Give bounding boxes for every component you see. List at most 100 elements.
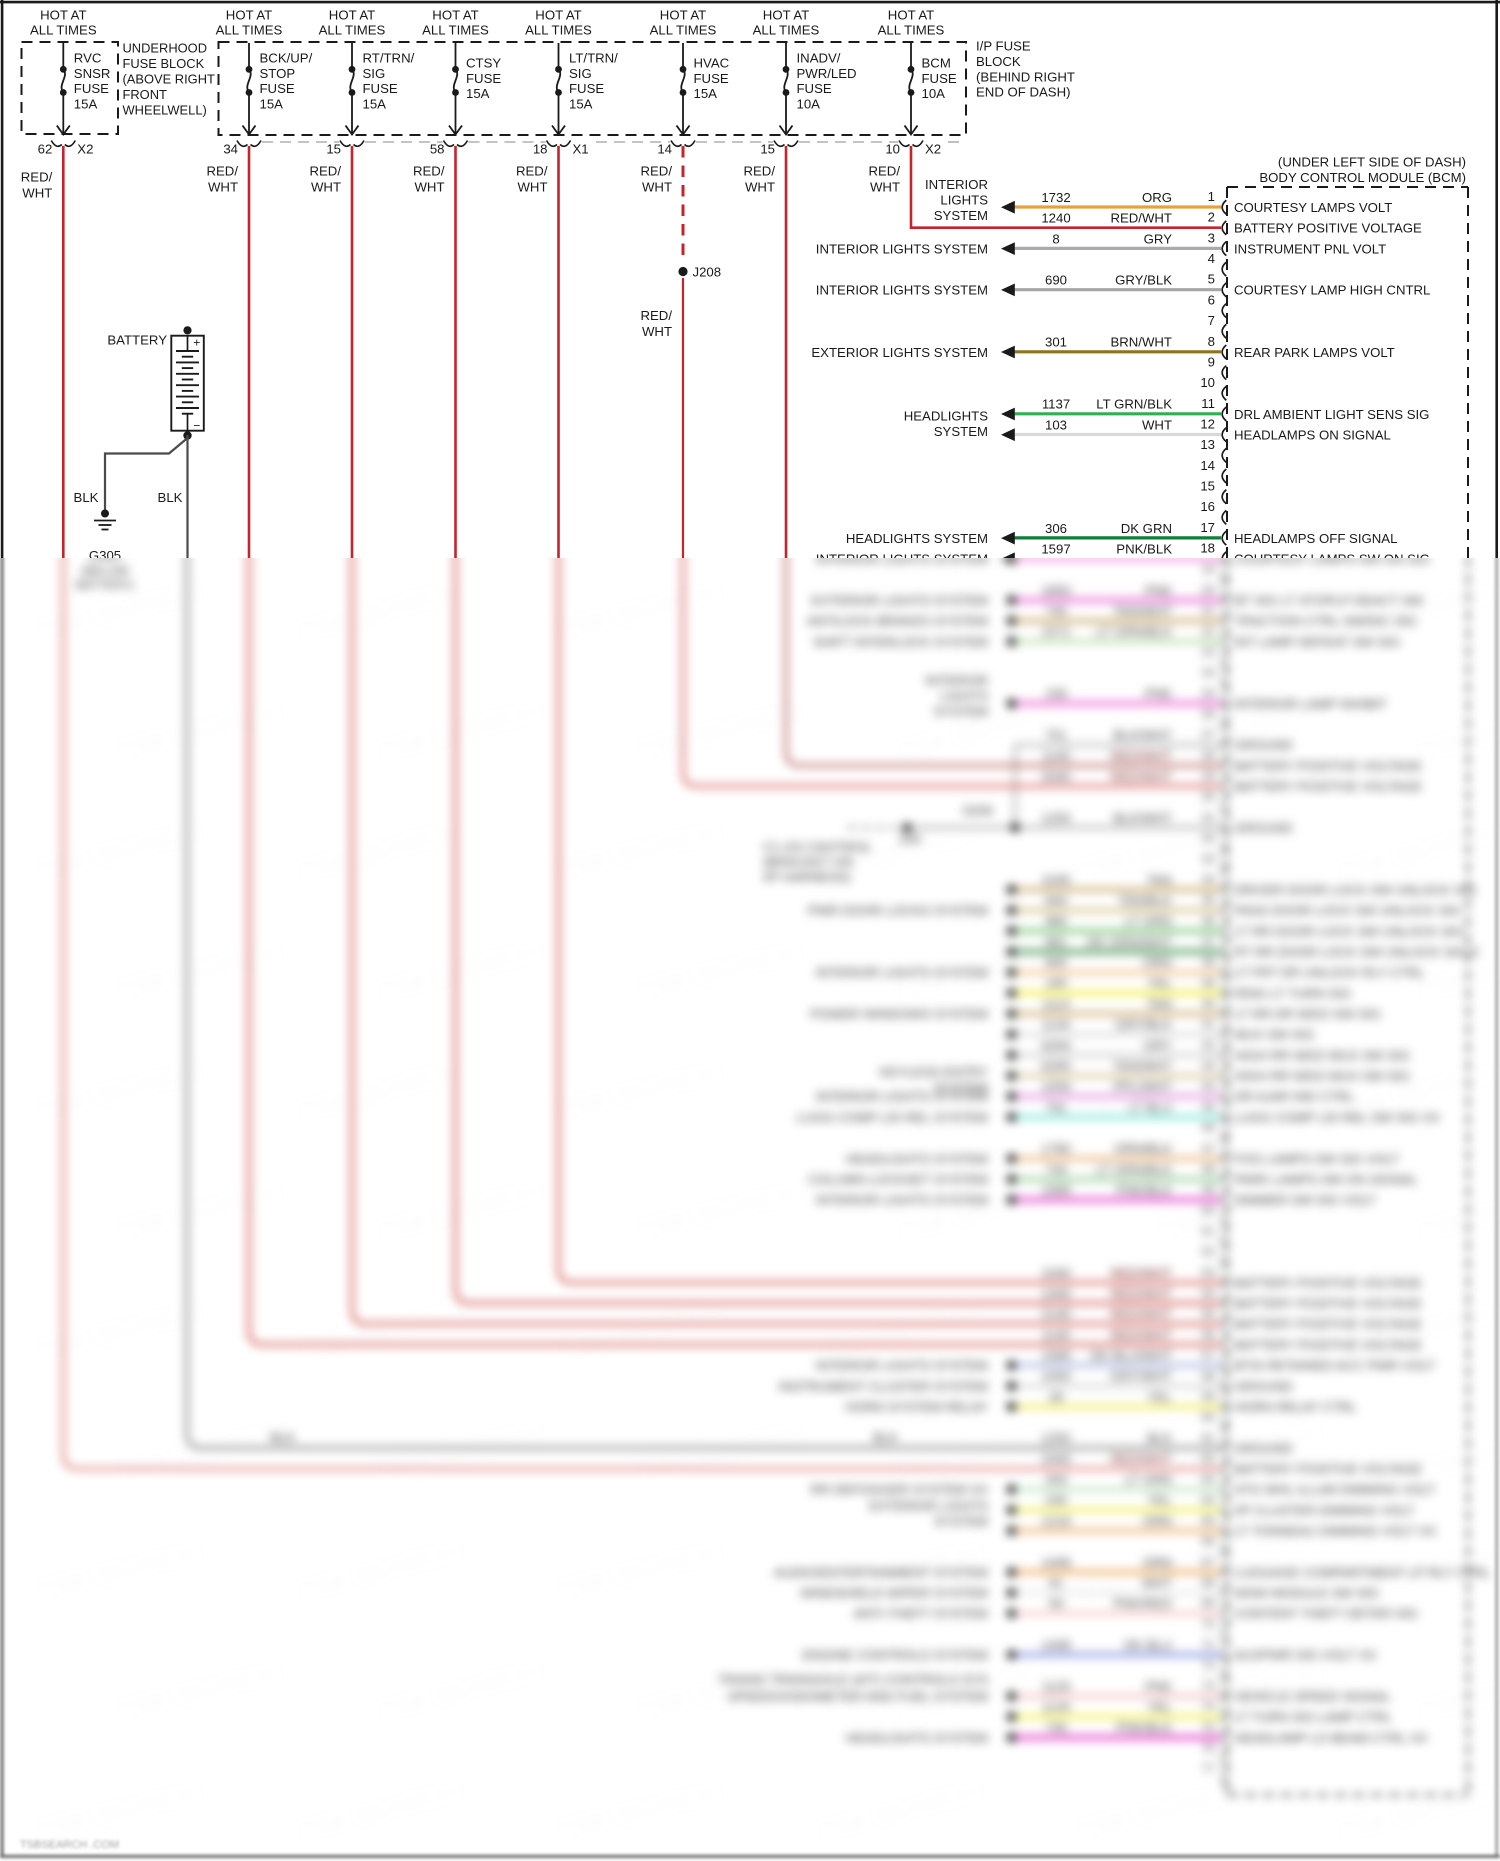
svg-text:9: 9 (1208, 354, 1215, 369)
svg-text:FUSE: FUSE (363, 81, 398, 96)
svg-text:HORN RELAY CTRL: HORN RELAY CTRL (1234, 1399, 1357, 1414)
svg-text:HOT AT: HOT AT (535, 8, 581, 23)
svg-text:15: 15 (1200, 479, 1215, 494)
svg-text:54: 54 (1201, 1286, 1215, 1300)
svg-text:38: 38 (1201, 955, 1215, 969)
svg-text:HEADLAMP LO BEAM CTRL XX: HEADLAMP LO BEAM CTRL XX (1234, 1730, 1428, 1745)
svg-text:I/P HARNESS): I/P HARNESS) (763, 870, 851, 885)
svg-text:SYSTEM: SYSTEM (934, 1080, 988, 1095)
svg-text:ALL TIMES: ALL TIMES (216, 23, 283, 38)
svg-text:LT BLU: LT BLU (1129, 1100, 1173, 1115)
svg-text:1589: 1589 (1041, 1183, 1070, 1198)
svg-text:TSBSEARCH .COM: TSBSEARCH .COM (20, 1839, 119, 1851)
svg-text:BATTERY POSITIVE VOLTAGE: BATTERY POSITIVE VOLTAGE (1234, 779, 1422, 794)
svg-text:1340: 1340 (1041, 1286, 1070, 1301)
svg-text:RT/TRN/: RT/TRN/ (363, 51, 415, 66)
svg-text:28: 28 (1049, 1389, 1064, 1404)
svg-text:HEADLAMPS ON SIGNAL: HEADLAMPS ON SIGNAL (1234, 428, 1391, 443)
svg-text:GROUND: GROUND (1234, 820, 1293, 835)
svg-text:BATTERY POSITIVE VOLTAGE: BATTERY POSITIVE VOLTAGE (1234, 758, 1422, 773)
svg-text:RED/: RED/ (21, 169, 53, 184)
svg-text:FOG LAMPS SW SIG VOLT: FOG LAMPS SW SIG VOLT (1234, 1151, 1399, 1166)
svg-text:RED/WHT: RED/WHT (1110, 769, 1172, 784)
svg-text:YEL: YEL (1147, 1493, 1172, 1508)
svg-text:293: 293 (1045, 1472, 1067, 1487)
svg-text:61: 61 (1201, 1431, 1215, 1445)
svg-text:SPEEDO/ODOMETER AND FUEL SYSTE: SPEEDO/ODOMETER AND FUEL SYSTEM (728, 1689, 988, 1704)
svg-text:RED/WHT: RED/WHT (1110, 1451, 1172, 1466)
svg-text:C1 (24 CAVITIES): C1 (24 CAVITIES) (763, 840, 870, 855)
svg-text:COURTESY LAMPS VOLT: COURTESY LAMPS VOLT (1234, 200, 1392, 215)
svg-text:HEADLIGHTS SYSTEM: HEADLIGHTS SYSTEM (846, 1151, 988, 1166)
svg-text:POWER WINDOWS SYSTEM: POWER WINDOWS SYSTEM (810, 1007, 988, 1022)
svg-text:I/P FUSE: I/P FUSE (976, 39, 1031, 54)
svg-text:981: 981 (1045, 934, 1067, 949)
svg-text:66: 66 (1201, 1534, 1215, 1548)
svg-text:32: 32 (1201, 831, 1215, 845)
svg-text:SYSTEM: SYSTEM (934, 424, 988, 439)
svg-text:BCM: BCM (922, 56, 951, 71)
svg-text:BATTERY: BATTERY (107, 333, 167, 348)
svg-text:56: 56 (1201, 1327, 1215, 1341)
svg-text:40: 40 (1201, 997, 1215, 1011)
svg-text:PWR/LED: PWR/LED (797, 66, 857, 81)
svg-text:DIMMER SW SIG VOLT: DIMMER SW SIG VOLT (1234, 1193, 1376, 1208)
svg-text:PASS DOOR LOCK SW UNLOCK SIG: PASS DOOR LOCK SW UNLOCK SIG (1234, 903, 1461, 918)
svg-text:GROUND: GROUND (1234, 738, 1293, 753)
svg-text:2140: 2140 (1041, 1307, 1070, 1322)
svg-text:4: 4 (1208, 251, 1215, 266)
svg-text:RED/WHT: RED/WHT (1110, 1265, 1172, 1280)
svg-text:SNSR: SNSR (74, 66, 111, 81)
svg-text:53: 53 (1201, 1265, 1215, 1279)
svg-text:27: 27 (1201, 728, 1215, 742)
svg-text:2440: 2440 (1041, 1451, 1070, 1466)
svg-text:WINDSHIELD WIPER SYSTEM: WINDSHIELD WIPER SYSTEM (800, 1586, 988, 1601)
svg-text:64: 64 (1201, 1493, 1215, 1507)
svg-text:S206: S206 (962, 803, 993, 818)
svg-text:PARK LAMPS SW ON SIGNAL: PARK LAMPS SW ON SIGNAL (1234, 1172, 1418, 1187)
svg-text:COURTESY LAMPS SW ON SIG: COURTESY LAMPS SW ON SIG (1234, 558, 1430, 567)
svg-text:FUSE: FUSE (466, 71, 501, 86)
svg-text:LIGHTS: LIGHTS (940, 192, 988, 207)
svg-text:42: 42 (1201, 1038, 1215, 1052)
svg-text:1780: 1780 (1041, 1141, 1070, 1156)
svg-text:GROUND: GROUND (1234, 1441, 1293, 1456)
svg-text:1250: 1250 (1041, 810, 1070, 825)
svg-text:RED/: RED/ (640, 308, 672, 323)
svg-text:301: 301 (1045, 335, 1067, 350)
svg-text:HEADLIGHTS SYSTEM: HEADLIGHTS SYSTEM (846, 1730, 988, 1745)
svg-text:62: 62 (38, 141, 53, 156)
svg-text:BCK/UP/: BCK/UP/ (260, 51, 313, 66)
svg-text:RT RR DOOR LOCK SW UNLOCK SIG: RT RR DOOR LOCK SW UNLOCK SIG X (1234, 945, 1479, 960)
svg-text:STOP: STOP (260, 66, 296, 81)
svg-text:GRY/BLK: GRY/BLK (1115, 1017, 1172, 1032)
svg-text:ALL TIMES: ALL TIMES (753, 23, 820, 38)
svg-text:INTERIOR LIGHTS SYSTEM: INTERIOR LIGHTS SYSTEM (816, 283, 988, 298)
svg-text:LIGHTS: LIGHTS (940, 689, 988, 704)
svg-text:ALL TIMES: ALL TIMES (878, 23, 945, 38)
svg-text:RED/: RED/ (309, 163, 341, 178)
svg-text:WHT: WHT (642, 179, 672, 194)
svg-text:6: 6 (1208, 292, 1215, 307)
svg-text:33: 33 (1201, 852, 1215, 866)
svg-text:PNK/BLK: PNK/BLK (1116, 1183, 1172, 1198)
svg-text:X1: X1 (573, 141, 589, 156)
svg-text:18: 18 (1200, 541, 1215, 556)
svg-text:21: 21 (1201, 604, 1215, 618)
svg-text:RED/: RED/ (206, 163, 238, 178)
svg-text:RED/: RED/ (516, 163, 548, 178)
svg-text:INTERIOR LIGHTS SYSTEM: INTERIOR LIGHTS SYSTEM (816, 965, 988, 980)
svg-text:COURTESY LAMP HIGH CNTRL: COURTESY LAMP HIGH CNTRL (1234, 283, 1430, 298)
svg-text:65: 65 (1201, 1514, 1215, 1528)
svg-text:25: 25 (1201, 686, 1215, 700)
svg-text:45: 45 (1201, 1100, 1215, 1114)
svg-text:STG WHL ILLUM DIMMING VOLT: STG WHL ILLUM DIMMING VOLT (1234, 1482, 1436, 1497)
svg-text:ORN/BLK: ORN/BLK (1114, 1141, 1172, 1156)
svg-text:FRONT: FRONT (123, 87, 168, 102)
svg-text:X2: X2 (77, 141, 93, 156)
svg-text:58: 58 (430, 141, 445, 156)
svg-text:(ABOVE RIGHT: (ABOVE RIGHT (123, 72, 216, 87)
svg-text:10: 10 (885, 141, 900, 156)
svg-text:34: 34 (223, 141, 238, 156)
svg-text:RED/: RED/ (413, 163, 445, 178)
